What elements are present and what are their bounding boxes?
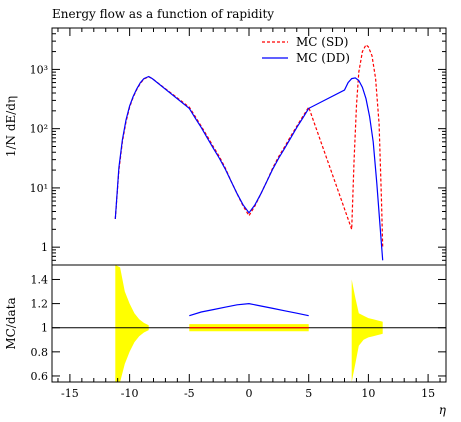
- legend: MC (SD) MC (DD): [262, 35, 350, 65]
- x-tick-label: -15: [61, 387, 79, 400]
- main-y-tick-label: 1: [41, 241, 48, 254]
- x-tick-label: -10: [121, 387, 139, 400]
- legend-label: MC (DD): [296, 51, 350, 65]
- ratio-series-line-1: [189, 302, 309, 317]
- legend-label: MC (SD): [296, 35, 349, 49]
- x-tick-label: 5: [305, 387, 312, 400]
- x-tick-label: 10: [361, 387, 375, 400]
- main-panel: 1 10¹ 10² 10³ MC (SD) MC (DD): [30, 27, 447, 266]
- main-y-axis-label: 1/N dE/dη: [4, 96, 18, 157]
- main-y-tick-label: 10³: [30, 63, 48, 76]
- chart-title: Energy flow as a function of rapidity: [52, 7, 274, 21]
- ratio-y-tick-label: 0.6: [31, 370, 49, 383]
- main-y-tick-label: 10¹: [30, 182, 48, 195]
- ratio-y-axis-label: MC/data: [4, 297, 18, 349]
- uncertainty-band-segment: [351, 279, 383, 382]
- x-ticks: -15 -10 -5 0 5 10 15: [57, 28, 441, 400]
- main-series-line-1: [114, 75, 384, 261]
- uncertainty-band-segment: [115, 265, 149, 382]
- ratio-y-tick-label: 1.4: [31, 273, 49, 286]
- main-series: [114, 43, 384, 261]
- main-y-tick-label: 10²: [30, 123, 48, 136]
- ratio-y-tick-label: 0.8: [31, 346, 49, 359]
- main-series-line-0: [114, 43, 384, 248]
- x-tick-label: 15: [421, 387, 435, 400]
- x-tick-label: 0: [246, 387, 253, 400]
- ratio-y-tick-label: 1.2: [31, 298, 49, 311]
- x-tick-label: -5: [184, 387, 195, 400]
- main-y-ticks: 1 10¹ 10² 10³: [30, 27, 446, 266]
- ratio-series: [52, 302, 446, 329]
- ratio-y-ticks: 0.6 0.8 1 1.2 1.4: [31, 273, 446, 383]
- x-axis-label: η: [439, 403, 447, 417]
- ratio-y-tick-label: 1: [41, 322, 48, 335]
- ratio-panel: 0.6 0.8 1 1.2 1.4 -15 -10 -5 0 5 10 15: [31, 28, 447, 400]
